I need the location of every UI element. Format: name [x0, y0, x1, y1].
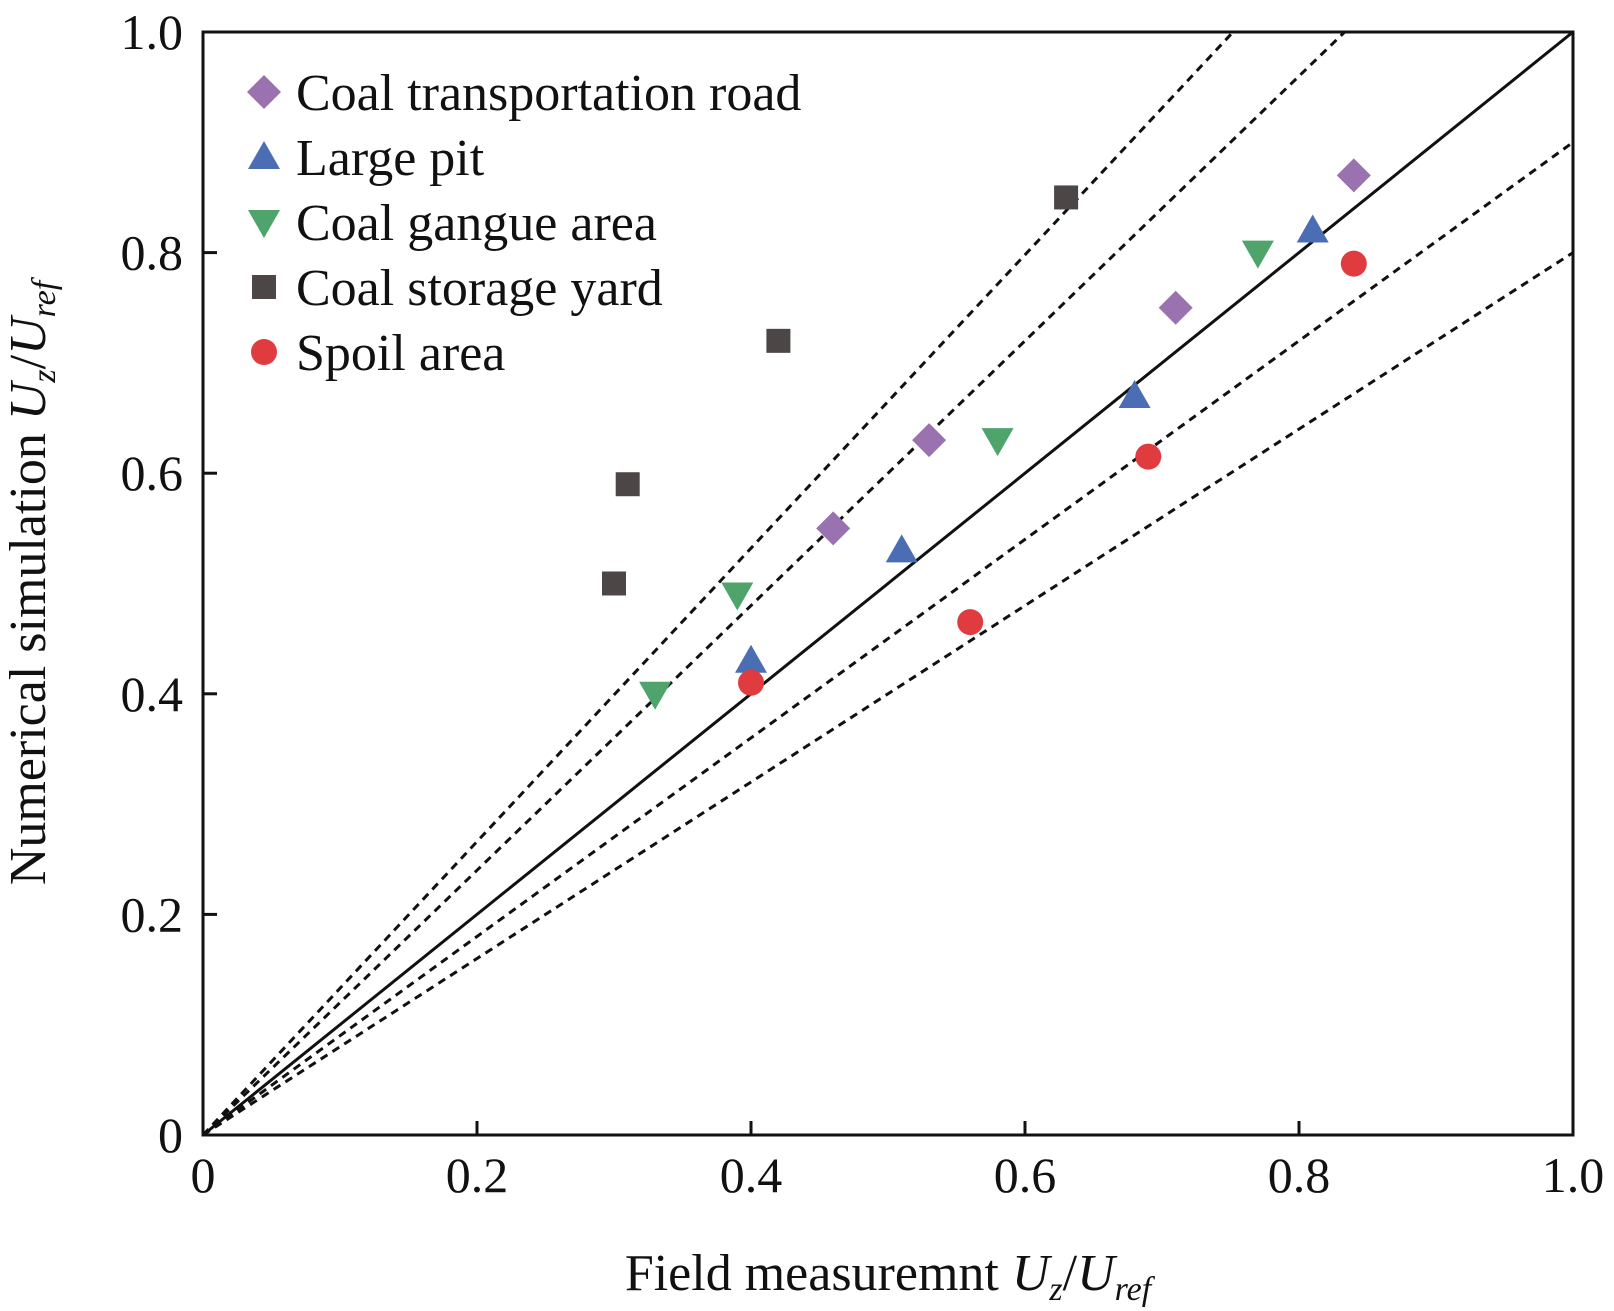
point-coal-transportation-road: [1336, 158, 1371, 193]
x-tick-label: 0.8: [1268, 1147, 1331, 1203]
reference-lines: [203, 32, 1573, 1135]
point-coal-storage-yard: [766, 328, 791, 353]
legend-label-coal-gangue-area: Coal gangue area: [296, 195, 657, 252]
x-axis-title-text: Field measuremnt: [625, 1245, 1012, 1302]
point-coal-storage-yard: [1054, 185, 1079, 210]
x-tick-label: 0.4: [720, 1147, 783, 1203]
point-large-pit: [735, 644, 767, 673]
y-tick-label: 0.6: [121, 445, 184, 501]
point-coal-transportation-road: [816, 511, 851, 546]
y-tick-label: 1.0: [121, 4, 184, 60]
data-points: [602, 158, 1371, 710]
x-tick-label: 1.0: [1542, 1147, 1605, 1203]
point-spoil-area: [738, 669, 764, 696]
legend-marker-coal-transportation-road: [247, 75, 281, 109]
y-axis-title-subscript-1: z: [26, 369, 63, 383]
y-axis-title-subscript-2: ref: [26, 276, 63, 317]
legend-label-coal-storage-yard: Coal storage yard: [296, 260, 663, 317]
point-large-pit: [1118, 379, 1151, 408]
y-axis-title-symbol-2: U: [0, 314, 57, 355]
point-spoil-area: [1340, 250, 1367, 277]
y-axis-title-separator: /: [0, 354, 57, 369]
x-axis-title-symbol-2: U: [1077, 1245, 1118, 1302]
y-tick-label: 0.8: [121, 225, 184, 281]
point-coal-transportation-road: [1158, 290, 1193, 325]
point-large-pit: [885, 534, 918, 563]
y-axis-title-symbol-1: U: [0, 379, 57, 420]
y-axis-title-text: Numerical simulation: [0, 420, 57, 885]
reference-line-4: [203, 251, 1573, 1135]
legend-label-coal-transportation-road: Coal transportation road: [296, 65, 801, 122]
legend-marker-coal-storage-yard: [252, 275, 276, 299]
reference-line-2: [203, 32, 1347, 1135]
x-axis-title-symbol-1: U: [1012, 1245, 1053, 1302]
point-coal-gangue-area: [639, 681, 672, 710]
x-axis-title: Field measuremnt Uz/Uref: [625, 1245, 1156, 1308]
axis-ticks: 0 0.2 0.4 0.6 0.8 1.0 0 0.2 0.4 0.6 0.8 1.0: [121, 4, 1605, 1203]
legend-marker-coal-gangue-area: [248, 210, 280, 238]
x-tick-label: 0.6: [994, 1147, 1057, 1203]
x-tick-label: 0: [191, 1147, 216, 1203]
y-tick-label: 0.2: [121, 886, 184, 942]
reference-line-0: [203, 32, 1573, 1135]
point-spoil-area: [1135, 443, 1162, 470]
point-coal-storage-yard: [602, 571, 626, 596]
point-coal-gangue-area: [721, 582, 754, 611]
x-tick-label: 0.2: [446, 1147, 509, 1203]
legend-label-spoil-area: Spoil area: [296, 325, 505, 382]
point-spoil-area: [957, 609, 984, 636]
reference-line-3: [203, 141, 1573, 1135]
x-axis-title-subscript-1: z: [1048, 1271, 1062, 1308]
legend: Coal transportation road Large pit Coal ga…: [247, 65, 801, 382]
y-tick-label: 0: [158, 1107, 183, 1163]
x-axis-title-subscript-2: ref: [1115, 1271, 1156, 1308]
plot-frame: [201, 30, 1575, 1137]
x-axis-title-separator: /: [1063, 1245, 1078, 1302]
legend-marker-spoil-area: [251, 339, 277, 365]
legend-label-large-pit: Large pit: [296, 130, 485, 187]
point-coal-gangue-area: [1241, 240, 1274, 269]
y-axis-title: Numerical simulation Uz/Uref: [0, 276, 63, 885]
legend-marker-large-pit: [248, 141, 280, 169]
point-coal-gangue-area: [981, 428, 1014, 457]
point-coal-storage-yard: [615, 472, 640, 497]
y-tick-label: 0.4: [121, 666, 184, 722]
point-large-pit: [1296, 214, 1329, 243]
point-coal-transportation-road: [912, 423, 947, 458]
